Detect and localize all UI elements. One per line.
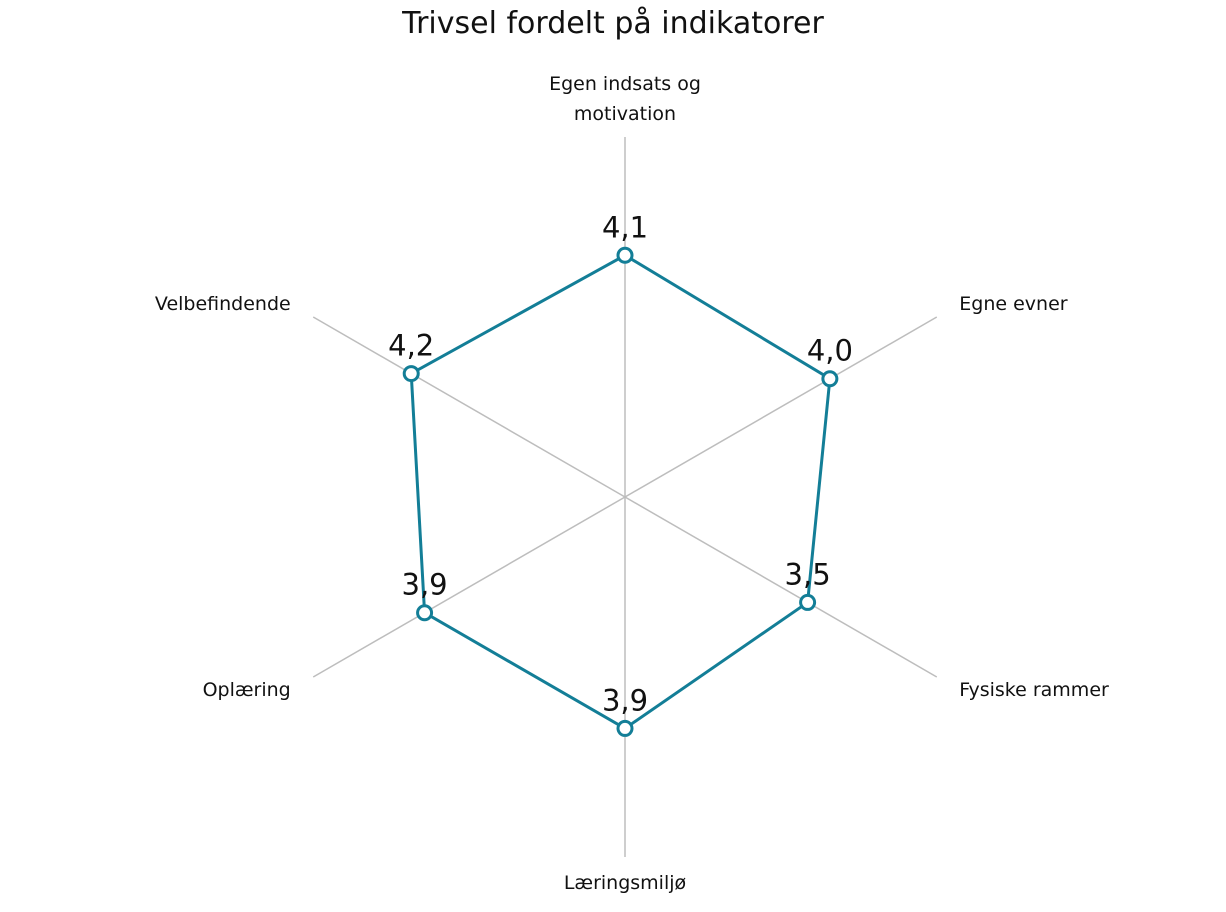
value-label: 3,9 xyxy=(402,568,448,602)
axis-spoke xyxy=(312,496,626,678)
category-label: Egen indsats og motivation xyxy=(549,73,701,125)
category-label: Læringsmiljø xyxy=(563,872,687,894)
value-label: 4,1 xyxy=(602,210,648,244)
point xyxy=(416,604,434,622)
value-label: 3,9 xyxy=(602,683,648,717)
category-label: Velbefindende xyxy=(154,293,291,315)
point xyxy=(821,370,839,388)
point xyxy=(616,246,634,264)
axis-spoke xyxy=(624,316,938,498)
point xyxy=(799,593,817,611)
category-label: Fysiske rammer xyxy=(959,679,1109,701)
category-label: Oplæring xyxy=(202,679,291,701)
category-label: Egne evner xyxy=(959,293,1068,315)
point xyxy=(402,365,420,383)
value-label: 4,2 xyxy=(388,329,434,363)
axis-spoke xyxy=(312,316,626,498)
chart-title: Trivsel fordelt på indikatorer xyxy=(402,6,824,41)
point xyxy=(616,719,634,737)
value-label: 3,5 xyxy=(785,557,831,591)
value-label: 4,0 xyxy=(807,334,853,368)
axis-spoke xyxy=(624,496,938,678)
series-line xyxy=(409,253,832,730)
